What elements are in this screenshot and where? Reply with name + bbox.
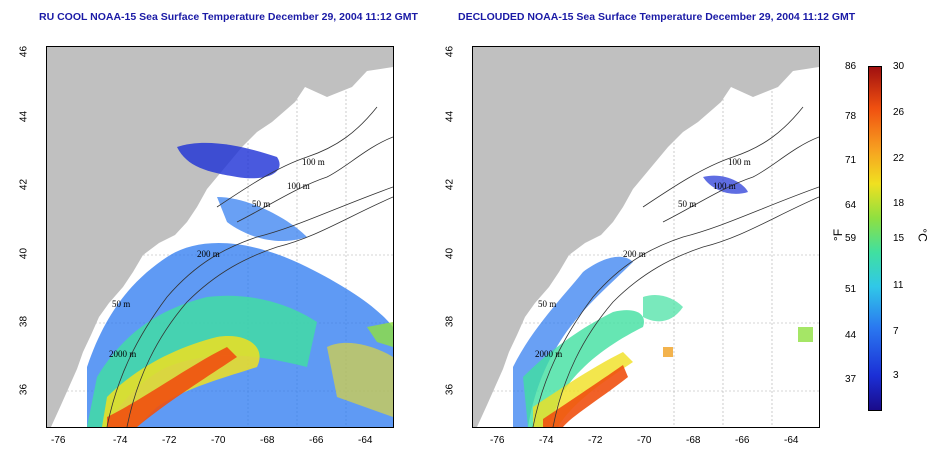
- contour-label-100m-a: 100 m: [728, 157, 751, 167]
- lat-tick: 46: [18, 45, 30, 58]
- lat-tick: 38: [18, 315, 30, 328]
- colorbar-f-tick: 59: [845, 233, 857, 244]
- lat-tick: 44: [18, 110, 30, 123]
- contour-label-50m-a: 50 m: [678, 199, 696, 209]
- colorbar-c-tick: 15: [893, 233, 905, 244]
- lat-tick: 42: [18, 178, 30, 191]
- lon-tick: -70: [637, 435, 652, 446]
- lat-tick: 42: [444, 178, 456, 191]
- lat-tick: 40: [18, 247, 30, 260]
- colorbar-f-tick: 51: [845, 284, 857, 295]
- lon-tick: -64: [784, 435, 799, 446]
- contour-label-2000m: 2000 m: [535, 349, 562, 359]
- lon-tick: -68: [260, 435, 275, 446]
- colorbar-c-tick: 11: [893, 280, 904, 291]
- contour-label-50m-a: 50 m: [252, 199, 270, 209]
- sst-field: [513, 175, 813, 427]
- colorbar-f-tick: 44: [845, 330, 857, 341]
- contour-label-50m-b: 50 m: [538, 299, 556, 309]
- colorbar-c-tick: 22: [893, 153, 905, 164]
- lat-tick: 46: [444, 45, 456, 58]
- land-nova-scotia: [317, 47, 393, 77]
- map-title-right: DECLOUDED NOAA-15 Sea Surface Temperatur…: [458, 11, 856, 23]
- lat-tick: 36: [18, 383, 30, 396]
- lat-tick: 40: [444, 247, 456, 260]
- sst-map-declouded-svg: 100 m 100 m 50 m 200 m 50 m 2000 m: [473, 47, 819, 427]
- contour-label-2000m: 2000 m: [109, 349, 136, 359]
- lon-tick: -68: [686, 435, 701, 446]
- lon-tick: -72: [162, 435, 177, 446]
- lat-tick: 44: [444, 110, 456, 123]
- colorbar-c-tick: 30: [893, 61, 905, 72]
- land-mass: [47, 47, 393, 427]
- colorbar-f-tick: 37: [845, 374, 857, 385]
- sst-map-declouded: 100 m 100 m 50 m 200 m 50 m 2000 m: [472, 46, 820, 428]
- lon-tick: -66: [735, 435, 750, 446]
- contour-label-100m-b: 100 m: [713, 181, 736, 191]
- land-mass: [473, 47, 819, 427]
- colorbar-c-tick: 26: [893, 107, 905, 118]
- contour-label-100m-a: 100 m: [302, 157, 325, 167]
- sst-map-raw: 100 m 100 m 50 m 200 m 50 m 2000 m: [46, 46, 394, 428]
- unit-fahrenheit: °F: [831, 228, 846, 242]
- colorbar-f-tick: 64: [845, 200, 857, 211]
- colorbar-f-tick: 78: [845, 111, 857, 122]
- bathymetry-contours: [532, 106, 819, 427]
- lon-tick: -74: [539, 435, 554, 446]
- contour-label-50m-b: 50 m: [112, 299, 130, 309]
- unit-celsius: °C: [915, 228, 930, 242]
- lon-tick: -66: [309, 435, 324, 446]
- bathymetry-contours: [106, 106, 393, 427]
- colorbar-c-tick: 7: [893, 326, 899, 337]
- colorbar-c-tick: 3: [893, 370, 899, 381]
- sst-field: [87, 142, 393, 427]
- lat-tick: 38: [444, 315, 456, 328]
- contour-label-100m-b: 100 m: [287, 181, 310, 191]
- lon-tick: -76: [51, 435, 66, 446]
- sst-map-raw-svg: 100 m 100 m 50 m 200 m 50 m 2000 m: [47, 47, 393, 427]
- lat-tick: 36: [444, 383, 456, 396]
- contour-label-200m: 200 m: [197, 249, 220, 259]
- lon-tick: -64: [358, 435, 373, 446]
- lon-tick: -72: [588, 435, 603, 446]
- contour-label-200m: 200 m: [623, 249, 646, 259]
- colorbar-c-tick: 18: [893, 198, 905, 209]
- colorbar-f-tick: 86: [845, 61, 857, 72]
- lon-tick: -70: [211, 435, 226, 446]
- map-title-left: RU COOL NOAA-15 Sea Surface Temperature …: [39, 11, 418, 23]
- lon-tick: -74: [113, 435, 128, 446]
- graticule: [473, 47, 819, 427]
- lon-tick: -76: [490, 435, 505, 446]
- temperature-colorbar: [868, 66, 882, 411]
- colorbar-f-tick: 71: [845, 155, 857, 166]
